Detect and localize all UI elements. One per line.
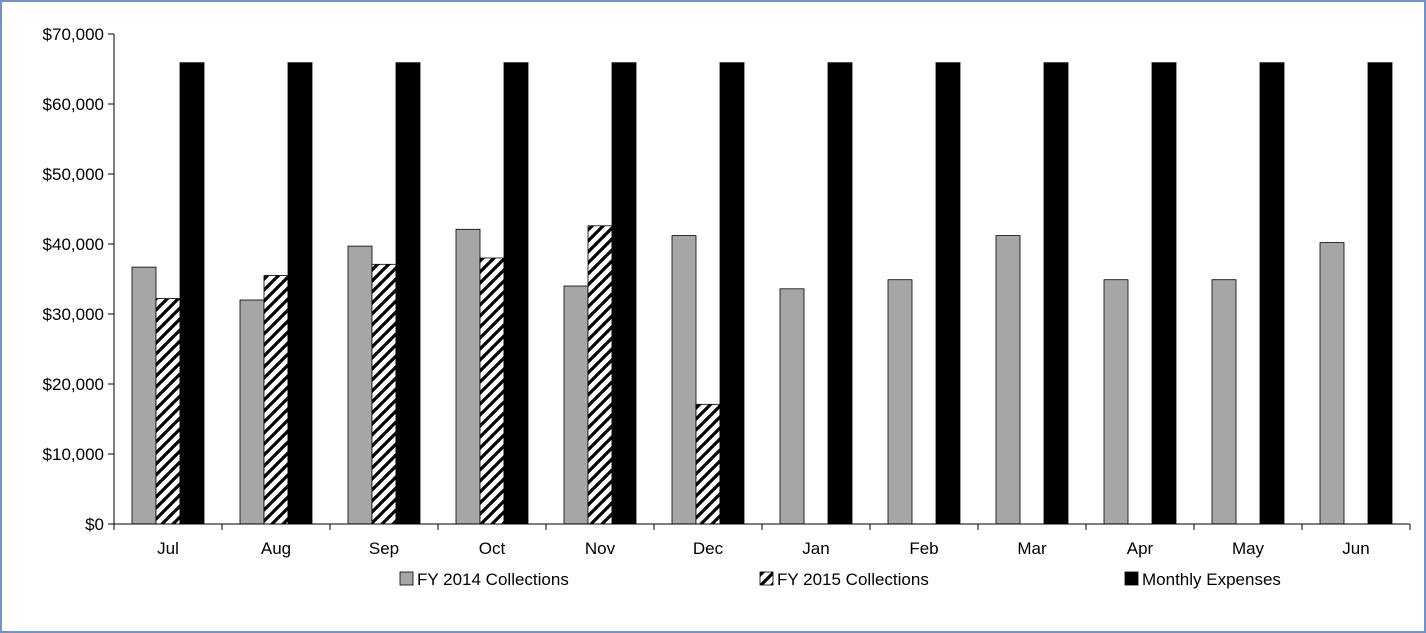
bar-monthly-expenses [827, 62, 853, 525]
y-tick-label: $70,000 [43, 25, 104, 44]
legend-swatch [1124, 571, 1139, 586]
y-tick-label: $40,000 [43, 235, 104, 254]
y-tick-label: $50,000 [43, 165, 104, 184]
legend-label: FY 2014 Collections [417, 570, 569, 589]
bar-fy2015-collections [695, 403, 721, 525]
bar-monthly-expenses [287, 62, 313, 525]
bar-fy2015-collections [263, 275, 289, 525]
bar-fy2014-collections [995, 235, 1021, 525]
x-tick-label: Jun [1342, 539, 1369, 558]
bar-fy2014-collections [1211, 279, 1237, 525]
bar-fy2015-collections [587, 225, 613, 525]
y-tick-label: $30,000 [43, 305, 104, 324]
bar-monthly-expenses [1043, 62, 1069, 525]
bar-fy2015-collections [371, 263, 397, 525]
bar-monthly-expenses [719, 62, 745, 525]
bar-fy2014-collections [779, 288, 805, 525]
x-tick-label: Feb [909, 539, 938, 558]
y-tick-label: $60,000 [43, 95, 104, 114]
y-tick-label: $20,000 [43, 375, 104, 394]
y-axis: $0 $10,000 $20,000 $30,000 $40,000 $50,000 $60… [43, 25, 115, 534]
bar-fy2014-collections [671, 235, 697, 525]
x-tick-label: Nov [585, 539, 616, 558]
bar-monthly-expenses [1151, 62, 1177, 525]
bar-monthly-expenses [935, 62, 961, 525]
x-tick-label: Sep [369, 539, 399, 558]
legend: FY 2014 Collections FY 2015 Collections Mo… [399, 570, 1281, 589]
x-tick-label: Jul [157, 539, 179, 558]
bar-fy2014-collections [1319, 242, 1345, 525]
bar-monthly-expenses [179, 62, 205, 525]
legend-swatch [399, 571, 414, 586]
y-tick-label: $0 [85, 515, 104, 534]
bar-fy2014-collections [239, 299, 265, 525]
bar-fy2014-collections [131, 266, 157, 525]
y-tick-label: $10,000 [43, 445, 104, 464]
bar-fy2014-collections [347, 245, 373, 525]
x-tick-label: May [1232, 539, 1265, 558]
x-tick-label: Aug [261, 539, 291, 558]
bar-monthly-expenses [1259, 62, 1285, 525]
x-tick-label: Dec [693, 539, 724, 558]
x-tick-label: Mar [1017, 539, 1047, 558]
bar-fy2014-collections [563, 285, 589, 525]
legend-item-expenses: Monthly Expenses [1124, 570, 1281, 589]
bar-fy2014-collections [887, 279, 913, 525]
x-axis: Jul Aug Sep Oct Nov Dec Jan Feb Mar Apr May Jun [113, 523, 1411, 558]
bar-monthly-expenses [503, 62, 529, 525]
bar-fy2014-collections [455, 228, 481, 525]
bar-fy2014-collections [1103, 279, 1129, 525]
bar-monthly-expenses [611, 62, 637, 525]
bar-fy2015-collections [155, 298, 181, 525]
bar-monthly-expenses [1367, 62, 1393, 525]
bars [131, 62, 1393, 525]
bar-monthly-expenses [395, 62, 421, 525]
bar-fy2015-collections [479, 257, 505, 525]
legend-label: Monthly Expenses [1142, 570, 1281, 589]
legend-item-fy2014: FY 2014 Collections [399, 570, 569, 589]
legend-label: FY 2015 Collections [777, 570, 929, 589]
legend-item-fy2015: FY 2015 Collections [759, 570, 929, 589]
x-tick-label: Jan [802, 539, 829, 558]
x-tick-label: Oct [479, 539, 506, 558]
x-tick-label: Apr [1127, 539, 1154, 558]
legend-swatch [759, 571, 774, 586]
